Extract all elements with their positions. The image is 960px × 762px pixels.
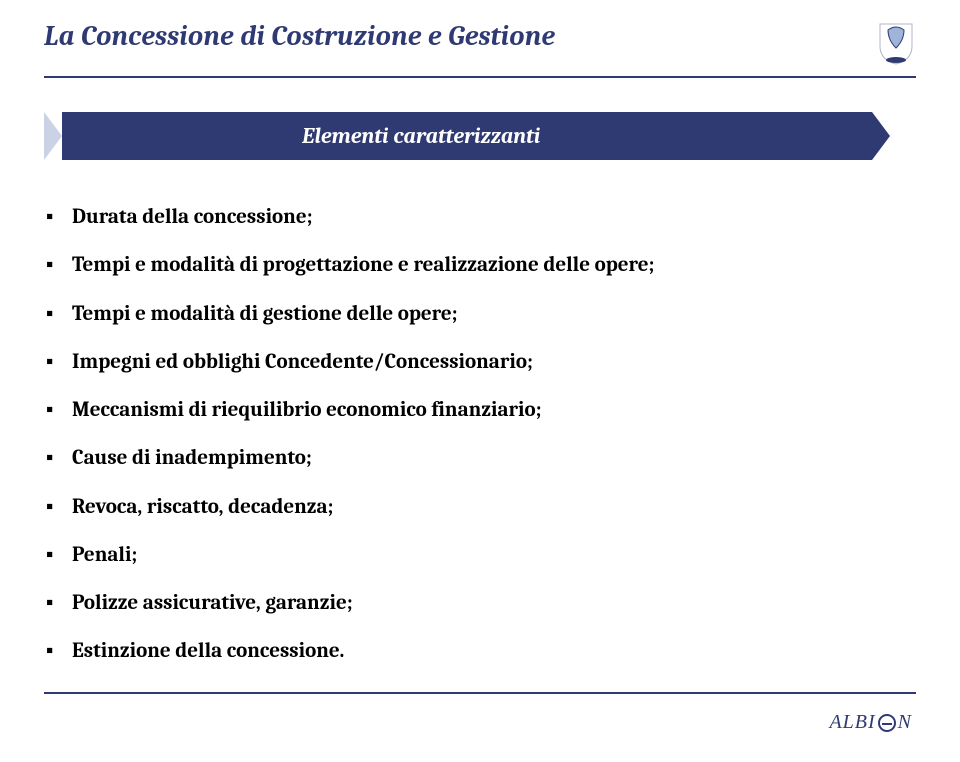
footer-logo-ring-icon: [878, 714, 896, 732]
banner-body: Elementi caratterizzanti: [62, 112, 872, 160]
list-item-text: Tempi e modalità di progettazione e real…: [72, 253, 654, 277]
list-item: Durata della concessione;: [44, 204, 916, 230]
list-item-text: Penali;: [72, 543, 137, 567]
list-item: Tempi e modalità di gestione delle opere…: [44, 301, 916, 327]
list-item-text: Cause di inadempimento;: [72, 446, 312, 470]
list-item: Penali;: [44, 542, 916, 568]
banner-label: Elementi caratterizzanti: [302, 123, 540, 149]
banner-left-chevron-icon: [44, 112, 62, 160]
list-item-text: Polizze assicurative, garanzie;: [72, 591, 353, 615]
list-item: Meccanismi di riequilibrio economico fin…: [44, 397, 916, 423]
title-row: La Concessione di Costruzione e Gestione: [44, 20, 916, 66]
list-item-text: Tempi e modalità di gestione delle opere…: [72, 302, 458, 326]
event-badge-icon: [876, 20, 916, 66]
list-item: Cause di inadempimento;: [44, 445, 916, 471]
list-item: Impegni ed obblighi Concedente/Concessio…: [44, 349, 916, 375]
list-item-text: Durata della concessione;: [72, 205, 313, 229]
list-item: Revoca, riscatto, decadenza;: [44, 494, 916, 520]
footer-divider: [44, 692, 916, 694]
list-item: Tempi e modalità di progettazione e real…: [44, 252, 916, 278]
footer-logo-text-right: N: [898, 711, 912, 734]
list-item-text: Impegni ed obblighi Concedente/Concessio…: [72, 350, 533, 374]
list-item: Polizze assicurative, garanzie;: [44, 590, 916, 616]
title-underline: [44, 76, 916, 78]
section-banner: Elementi caratterizzanti: [44, 112, 916, 160]
list-item-text: Estinzione della concessione.: [72, 639, 344, 663]
footer-logo: ALBI N: [829, 711, 912, 734]
slide: La Concessione di Costruzione e Gestione…: [0, 0, 960, 762]
list-item-text: Revoca, riscatto, decadenza;: [72, 495, 333, 519]
list-item-text: Meccanismi di riequilibrio economico fin…: [72, 398, 542, 422]
list-item: Estinzione della concessione.: [44, 638, 916, 664]
banner-right-chevron-icon: [872, 112, 890, 160]
page-title: La Concessione di Costruzione e Gestione: [44, 20, 555, 52]
bullet-list: Durata della concessione; Tempi e modalit…: [44, 204, 916, 665]
footer-logo-text-left: ALBI: [829, 711, 875, 734]
